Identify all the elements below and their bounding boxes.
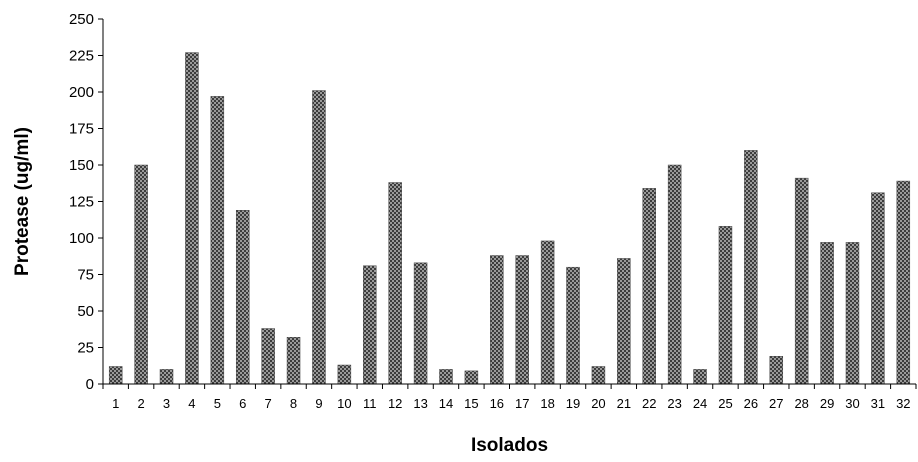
x-axis-title: Isolados [471, 435, 548, 456]
y-tick-label: 200 [69, 84, 94, 101]
y-tick-label: 100 [69, 230, 94, 247]
x-tick-label: 15 [464, 396, 478, 411]
x-tick-label: 31 [871, 396, 885, 411]
x-tick-label: 20 [591, 396, 605, 411]
bar-7 [261, 328, 275, 385]
bar-18 [540, 240, 555, 385]
bar-2 [134, 164, 148, 385]
bar-23 [667, 164, 682, 385]
x-tick-label: 26 [744, 396, 758, 411]
bar-5 [210, 96, 225, 385]
y-tick-label: 150 [69, 157, 94, 174]
x-tick-label: 21 [617, 396, 631, 411]
x-tick-label: 3 [163, 396, 170, 411]
bar-25 [718, 226, 733, 385]
bar-28 [794, 177, 809, 385]
bar-11 [363, 265, 377, 385]
x-tick-label: 14 [439, 396, 453, 411]
bar-27 [769, 356, 784, 385]
bar-24 [693, 369, 707, 385]
x-tick-label: 22 [642, 396, 656, 411]
y-axis-ticks: 0 25 50 75 100 125 150 175 200 225 250 [69, 11, 103, 393]
x-tick-label: 13 [413, 396, 427, 411]
bar-14 [439, 369, 453, 385]
bar-8 [286, 337, 301, 385]
x-tick-label: 17 [515, 396, 529, 411]
bar-1 [108, 366, 123, 385]
x-tick-label: 5 [214, 396, 221, 411]
bar-12 [388, 182, 402, 385]
y-tick-label: 75 [77, 267, 94, 284]
bars [108, 52, 911, 385]
bar-9 [312, 90, 326, 385]
x-tick-label: 6 [239, 396, 246, 411]
x-tick-label: 30 [845, 396, 859, 411]
bar-3 [159, 369, 174, 385]
bar-20 [591, 366, 606, 385]
x-tick-label: 27 [769, 396, 783, 411]
x-tick-label: 28 [794, 396, 808, 411]
x-tick-label: 12 [388, 396, 402, 411]
y-axis-title: Protease (ug/ml) [12, 127, 33, 276]
x-tick-label: 11 [363, 396, 377, 411]
bar-19 [566, 266, 580, 385]
bar-17 [515, 255, 529, 385]
bar-22 [642, 188, 656, 385]
y-tick-label: 0 [86, 376, 94, 393]
bar-4 [185, 52, 199, 385]
x-tick-label: 24 [693, 396, 707, 411]
bar-29 [820, 242, 834, 385]
x-tick-label: 7 [265, 396, 272, 411]
bar-30 [845, 242, 860, 385]
x-axis-ticks: 1 2 3 4 5 6 7 8 9 10 11 12 13 14 15 16 17 18 19 20 21 22 23 24 2… [102, 384, 917, 411]
y-tick-label: 125 [69, 194, 94, 211]
x-tick-label: 29 [820, 396, 834, 411]
x-tick-label: 2 [137, 396, 144, 411]
x-tick-label: 18 [540, 396, 554, 411]
x-tick-label: 4 [188, 396, 195, 411]
y-tick-label: 25 [77, 340, 94, 357]
bar-32 [896, 180, 911, 385]
bar-31 [871, 192, 885, 385]
bar-15 [464, 370, 479, 385]
x-tick-label: 23 [667, 396, 681, 411]
x-tick-label: 8 [290, 396, 297, 411]
x-tick-label: 1 [112, 396, 119, 411]
y-tick-label: 175 [69, 121, 94, 138]
y-tick-label: 250 [69, 11, 94, 28]
bar-6 [235, 210, 250, 385]
y-tick-label: 225 [69, 48, 94, 65]
bar-26 [744, 150, 758, 385]
y-tick-label: 50 [77, 303, 94, 320]
bar-21 [617, 258, 631, 385]
x-tick-label: 32 [896, 396, 910, 411]
bar-13 [413, 262, 428, 385]
x-tick-label: 9 [315, 396, 322, 411]
x-tick-label: 10 [337, 396, 351, 411]
bar-16 [490, 255, 504, 385]
bar-10 [337, 364, 352, 385]
x-tick-label: 25 [718, 396, 732, 411]
x-tick-label: 16 [490, 396, 504, 411]
x-tick-label: 19 [566, 396, 580, 411]
